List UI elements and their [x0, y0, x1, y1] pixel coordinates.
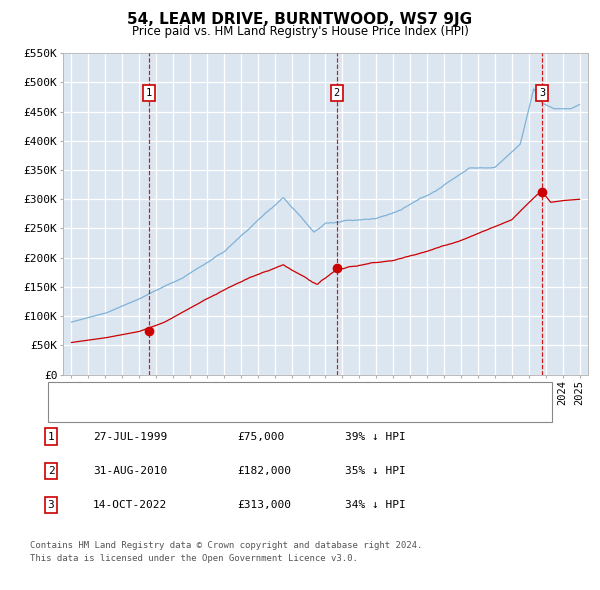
Text: 1: 1 — [146, 88, 152, 99]
Text: 35% ↓ HPI: 35% ↓ HPI — [345, 466, 406, 476]
Text: 14-OCT-2022: 14-OCT-2022 — [93, 500, 167, 510]
Text: £75,000: £75,000 — [237, 432, 284, 441]
Text: Contains HM Land Registry data © Crown copyright and database right 2024.: Contains HM Land Registry data © Crown c… — [30, 542, 422, 550]
Text: £182,000: £182,000 — [237, 466, 291, 476]
Text: 1: 1 — [47, 432, 55, 441]
Text: 27-JUL-1999: 27-JUL-1999 — [93, 432, 167, 441]
Text: £313,000: £313,000 — [237, 500, 291, 510]
Text: 3: 3 — [539, 88, 545, 99]
Text: Price paid vs. HM Land Registry's House Price Index (HPI): Price paid vs. HM Land Registry's House … — [131, 25, 469, 38]
Text: This data is licensed under the Open Government Licence v3.0.: This data is licensed under the Open Gov… — [30, 555, 358, 563]
Text: 34% ↓ HPI: 34% ↓ HPI — [345, 500, 406, 510]
Text: HPI: Average price, detached house, Lichfield: HPI: Average price, detached house, Lich… — [105, 405, 398, 415]
Text: 54, LEAM DRIVE, BURNTWOOD, WS7 9JG (detached house): 54, LEAM DRIVE, BURNTWOOD, WS7 9JG (deta… — [105, 389, 437, 399]
Text: 54, LEAM DRIVE, BURNTWOOD, WS7 9JG: 54, LEAM DRIVE, BURNTWOOD, WS7 9JG — [127, 12, 473, 27]
Text: 39% ↓ HPI: 39% ↓ HPI — [345, 432, 406, 441]
Text: 2: 2 — [334, 88, 340, 99]
Text: 3: 3 — [47, 500, 55, 510]
Text: 31-AUG-2010: 31-AUG-2010 — [93, 466, 167, 476]
Text: 2: 2 — [47, 466, 55, 476]
